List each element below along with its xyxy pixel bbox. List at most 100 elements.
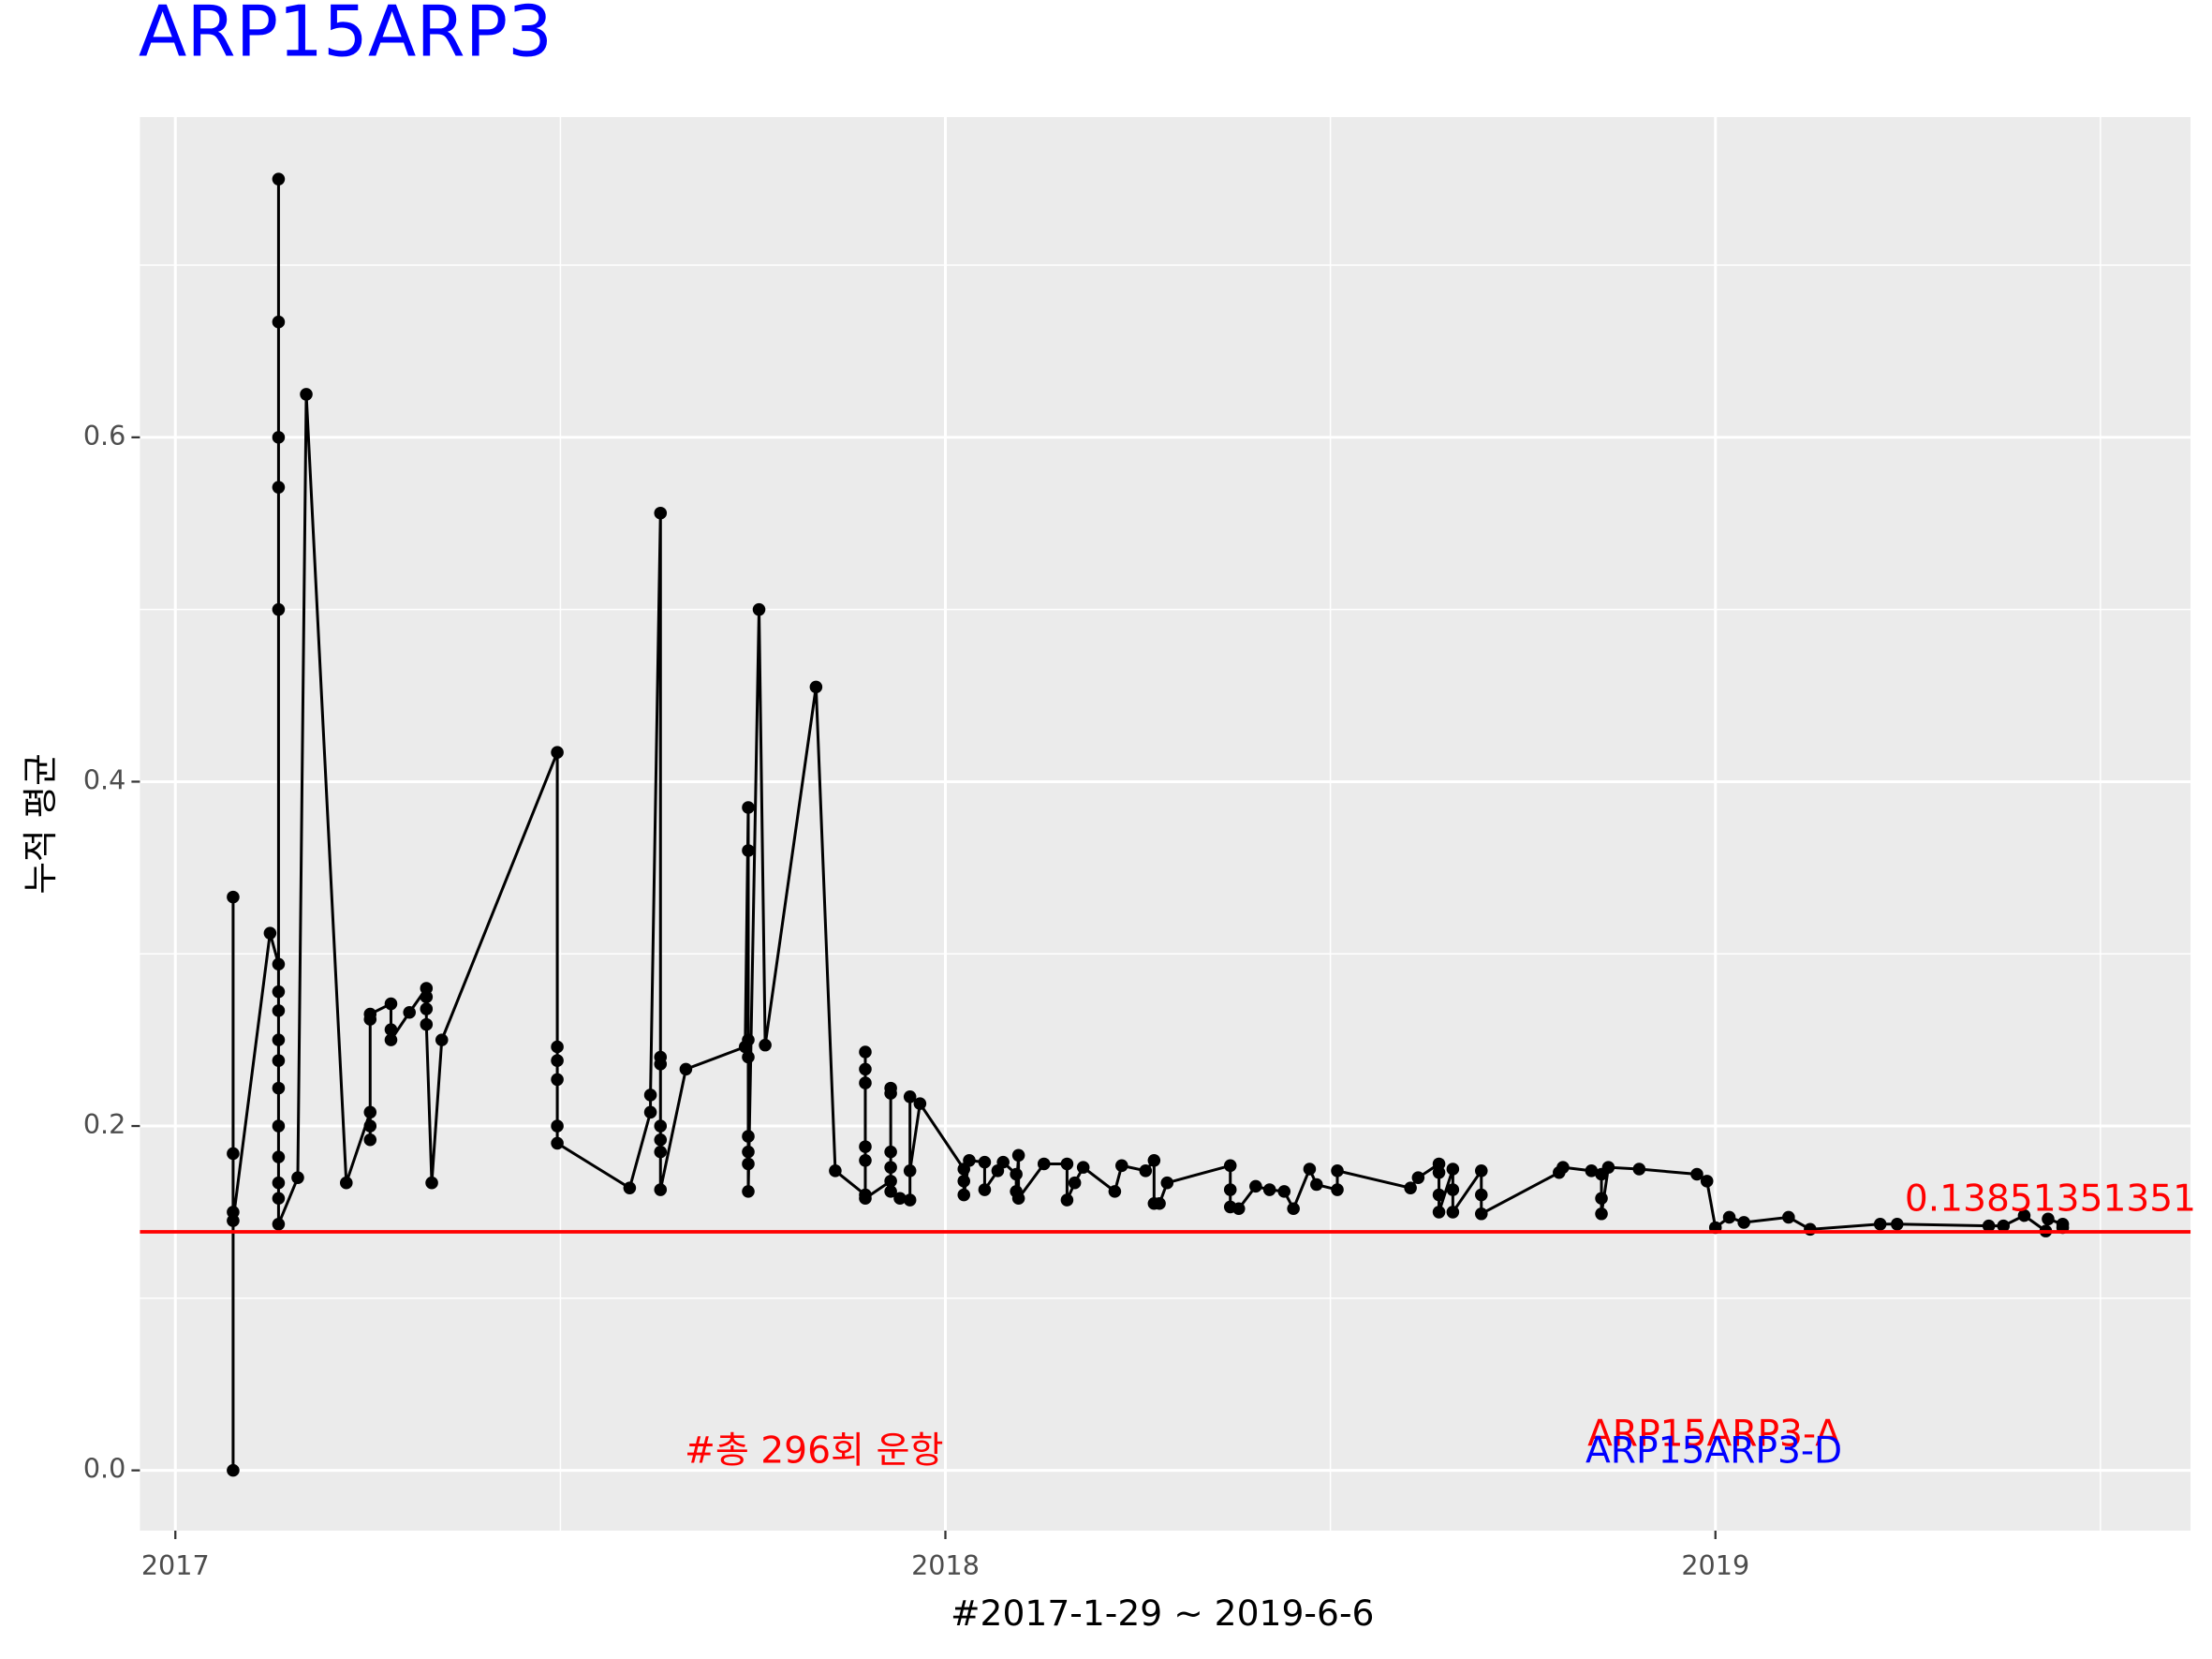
- x-tick-label: 2019: [1681, 1549, 1749, 1581]
- data-point: [893, 1192, 907, 1206]
- data-point: [551, 746, 564, 759]
- y-tick-label: 0.2: [83, 1108, 125, 1140]
- data-point: [1011, 1192, 1025, 1206]
- data-point: [1277, 1185, 1291, 1198]
- data-point: [1891, 1218, 1904, 1231]
- data-point: [643, 1105, 657, 1119]
- data-point: [1595, 1207, 1608, 1221]
- data-point: [1262, 1183, 1276, 1196]
- data-point: [1153, 1196, 1166, 1210]
- data-point: [742, 1130, 755, 1143]
- data-point: [384, 1033, 398, 1046]
- data-point: [1446, 1183, 1460, 1196]
- data-point: [654, 506, 668, 520]
- data-point: [859, 1154, 872, 1167]
- data-point: [272, 1054, 286, 1067]
- data-point: [227, 1147, 240, 1161]
- data-point: [272, 1192, 286, 1206]
- data-point: [752, 602, 766, 616]
- data-point: [654, 1145, 668, 1159]
- data-point: [272, 1033, 286, 1046]
- x-tick-label: 2017: [141, 1549, 210, 1581]
- data-point: [654, 1133, 668, 1147]
- data-point: [272, 1081, 286, 1095]
- data-point: [435, 1033, 449, 1046]
- data-point: [1700, 1175, 1714, 1188]
- data-point: [903, 1193, 917, 1207]
- data-point: [363, 1105, 377, 1119]
- data-point: [884, 1145, 897, 1159]
- data-point: [957, 1175, 971, 1188]
- data-point: [272, 1004, 286, 1017]
- data-point: [859, 1192, 872, 1206]
- data-point: [742, 1157, 755, 1171]
- data-point: [1556, 1161, 1570, 1174]
- data-point: [272, 602, 286, 616]
- data-point: [551, 1119, 564, 1133]
- data-point: [384, 997, 398, 1011]
- data-point: [1782, 1210, 1795, 1224]
- data-point: [420, 1017, 434, 1031]
- data-point: [654, 1183, 668, 1196]
- plot-panel: [140, 116, 2191, 1531]
- data-point: [1249, 1179, 1262, 1193]
- data-point: [363, 1007, 377, 1021]
- data-point: [2042, 1212, 2055, 1226]
- data-point: [551, 1054, 564, 1067]
- data-point: [1432, 1165, 1446, 1179]
- data-point: [263, 926, 277, 940]
- data-point: [551, 1040, 564, 1054]
- data-point: [978, 1183, 992, 1196]
- data-point: [1331, 1183, 1344, 1196]
- data-point: [1475, 1188, 1488, 1202]
- data-point: [742, 801, 755, 814]
- data-point: [340, 1176, 353, 1190]
- data-point: [1475, 1207, 1488, 1221]
- chart-title: ARP15ARP3: [139, 0, 553, 73]
- data-point: [1310, 1178, 1323, 1192]
- data-point: [1010, 1167, 1023, 1181]
- data-point: [884, 1087, 897, 1100]
- data-point: [1037, 1157, 1051, 1171]
- data-point: [1982, 1219, 1996, 1233]
- data-point: [1601, 1161, 1615, 1174]
- data-point: [1160, 1176, 1174, 1190]
- data-point: [551, 1073, 564, 1087]
- data-point: [1331, 1164, 1344, 1178]
- data-point: [272, 1218, 286, 1231]
- data-point: [425, 1176, 438, 1190]
- data-point: [884, 1161, 897, 1174]
- annotation: #총 296회 운항: [685, 1430, 943, 1473]
- data-point: [1722, 1210, 1736, 1224]
- data-point: [1068, 1176, 1082, 1190]
- data-point: [272, 1119, 286, 1133]
- data-point: [1873, 1218, 1887, 1231]
- data-point: [654, 1058, 668, 1071]
- data-point: [300, 388, 313, 401]
- data-point: [1804, 1222, 1817, 1237]
- data-point: [1690, 1167, 1703, 1181]
- data-point: [963, 1154, 976, 1167]
- data-point: [1223, 1183, 1237, 1196]
- data-point: [272, 481, 286, 494]
- data-point: [272, 1150, 286, 1163]
- data-point: [742, 1050, 755, 1064]
- data-point: [272, 985, 286, 999]
- annotation: ARP15ARP3-A: [1587, 1414, 1840, 1456]
- data-point: [551, 1136, 564, 1150]
- data-point: [1411, 1171, 1425, 1184]
- data-point: [957, 1188, 971, 1202]
- data-point: [227, 1214, 240, 1227]
- data-point: [1223, 1159, 1237, 1173]
- data-point: [859, 1045, 872, 1059]
- data-point: [1011, 1148, 1025, 1163]
- data-point: [1432, 1188, 1446, 1202]
- y-tick-label: 0.0: [83, 1453, 125, 1485]
- y-axis-title: 누적 평균: [20, 753, 61, 894]
- data-point: [272, 431, 286, 444]
- data-point: [363, 1133, 377, 1147]
- data-point: [1737, 1216, 1750, 1229]
- data-point: [363, 1119, 377, 1133]
- data-point: [272, 172, 286, 185]
